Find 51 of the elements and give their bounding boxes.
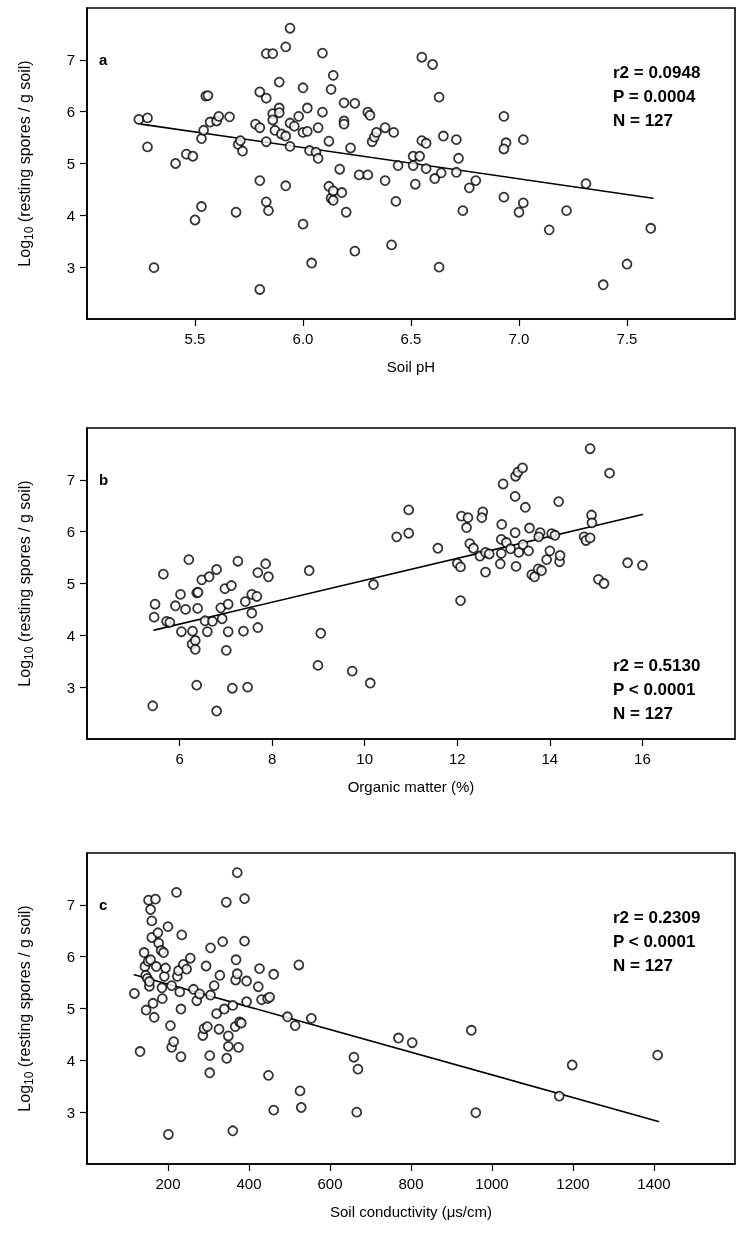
y-tick-label: 3 — [66, 678, 75, 696]
annotation: P = 0.0004 — [613, 87, 696, 106]
x-tick-label: 1000 — [475, 1175, 509, 1192]
x-tick-label: 1400 — [637, 1175, 671, 1192]
x-tick-label: 12 — [448, 750, 466, 767]
x-tick-label: 800 — [398, 1175, 424, 1192]
y-axis-title: Log10 (resting spores / g soil) — [15, 480, 36, 687]
annotation: N = 127 — [613, 956, 674, 975]
y-tick-label: 3 — [66, 258, 75, 276]
y-tick-label: 7 — [66, 896, 75, 914]
x-tick-label: 10 — [356, 750, 374, 767]
y-axis-title: Log10 (resting spores / g soil) — [15, 905, 36, 1112]
x-axis-title: Organic matter (%) — [347, 778, 475, 795]
x-tick-label: 600 — [317, 1175, 343, 1192]
y-tick-label: 4 — [66, 206, 75, 224]
annotation: P < 0.0001 — [613, 932, 696, 951]
x-tick-label: 200 — [155, 1175, 181, 1192]
y-tick-label: 5 — [66, 155, 75, 172]
y-tick-label: 5 — [66, 1000, 75, 1017]
y-axis-title: Log10 (resting spores / g soil) — [15, 60, 36, 267]
y-tick-label: 3 — [66, 1103, 75, 1121]
x-tick-label: 7.0 — [508, 330, 530, 347]
x-tick-label: 8 — [267, 750, 277, 767]
y-tick-label: 4 — [66, 1051, 75, 1069]
annotation: c — [99, 896, 108, 913]
x-tick-label: 14 — [541, 750, 559, 767]
x-tick-label: 400 — [236, 1175, 262, 1192]
x-tick-label: 6.5 — [400, 330, 422, 347]
y-tick-label: 7 — [66, 471, 75, 489]
annotation: a — [99, 51, 108, 68]
y-tick-label: 6 — [66, 103, 75, 121]
annotation: P < 0.0001 — [613, 680, 696, 699]
y-tick-label: 6 — [66, 948, 75, 966]
y-tick-label: 5 — [66, 575, 75, 592]
annotation: N = 127 — [613, 111, 674, 130]
annotation: r2 = 0.0948 — [613, 63, 701, 82]
y-tick-label: 7 — [66, 51, 75, 69]
annotation: N = 127 — [613, 704, 674, 723]
annotation: r2 = 0.2309 — [613, 908, 701, 927]
y-tick-label: 4 — [66, 626, 75, 644]
x-tick-label: 16 — [634, 750, 651, 767]
annotation: r2 = 0.5130 — [613, 656, 701, 675]
x-tick-label: 5.5 — [184, 330, 206, 347]
x-tick-label: 7.5 — [616, 330, 638, 347]
annotation: b — [99, 471, 109, 488]
x-axis-title: Soil conductivity (μs/cm) — [329, 1203, 493, 1220]
x-tick-label: 6.0 — [292, 330, 314, 347]
x-tick-label: 1200 — [556, 1175, 590, 1192]
x-tick-label: 6 — [175, 750, 184, 767]
y-tick-label: 6 — [66, 523, 75, 541]
x-axis-title: Soil pH — [386, 358, 436, 375]
